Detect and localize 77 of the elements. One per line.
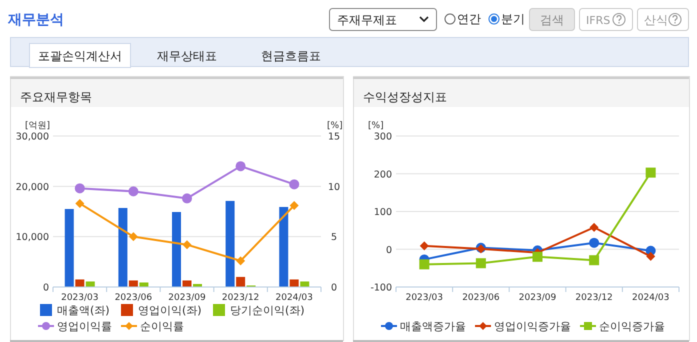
- bar: [182, 280, 192, 287]
- y-tick-label: 0: [42, 282, 49, 294]
- bar: [64, 208, 74, 287]
- bar: [290, 279, 299, 287]
- y-axis-title: [억원]: [25, 121, 50, 131]
- point: [75, 198, 84, 208]
- bar: [172, 212, 181, 287]
- bar: [128, 280, 138, 287]
- x-tick-label: 2023/09: [168, 293, 206, 303]
- text: 포괄손익계산서: [38, 49, 122, 63]
- x-tick-label: 2023/12: [222, 293, 260, 303]
- x-tick-label: 2023/06: [114, 293, 152, 303]
- point: [476, 258, 486, 268]
- y-tick-label: 20,000: [16, 182, 49, 193]
- point: [590, 222, 599, 232]
- y2-tick-label: 10: [328, 182, 340, 193]
- bar: [236, 276, 246, 287]
- x-tick-label: 2023/09: [518, 293, 556, 303]
- legend-label: 영업이익률: [57, 320, 112, 333]
- y2-tick-label: 15: [328, 132, 340, 142]
- point: [419, 259, 430, 270]
- x-tick-label: 2023/12: [575, 293, 613, 303]
- point: [589, 238, 600, 248]
- text: 현금흐름표: [261, 49, 321, 63]
- text: 연간: [457, 12, 481, 26]
- x-tick-label: 2023/03: [406, 293, 443, 303]
- legend-label: 순이익증가율: [599, 320, 665, 333]
- text: 재무분석: [7, 12, 64, 28]
- point: [589, 255, 600, 266]
- point: [182, 193, 192, 204]
- text: 분기: [501, 12, 525, 26]
- bar: [279, 206, 288, 287]
- legend-label: 순이익률: [140, 320, 184, 333]
- y-tick-label: -100: [370, 282, 392, 294]
- bar: [86, 281, 95, 287]
- point: [420, 241, 429, 250]
- legend-label: 매출액(좌): [57, 304, 110, 317]
- bar: [75, 279, 84, 287]
- chart-title: 주요재무항목: [20, 90, 92, 104]
- point: [646, 252, 656, 261]
- point: [646, 168, 656, 178]
- text: 재무상태표: [157, 49, 217, 63]
- point: [74, 183, 85, 194]
- bar: [226, 200, 235, 287]
- point: [128, 232, 138, 242]
- point: [236, 161, 246, 172]
- y-tick-label: 0: [386, 244, 392, 256]
- y-tick-label: 100: [374, 207, 392, 218]
- y-axis-title: [%]: [368, 121, 384, 131]
- x-tick-label: 2024/03: [276, 293, 313, 303]
- x-tick-label: 2023/03: [61, 293, 98, 303]
- x-tick-label: 2023/06: [462, 293, 500, 303]
- legend-label: 영업이익(좌): [138, 304, 202, 317]
- text: 주재무제표: [337, 13, 397, 27]
- chart-title: 수익성장성지표: [363, 90, 447, 104]
- text: 검색: [540, 13, 564, 27]
- y2-tick-label: 5: [330, 232, 338, 244]
- legend-label: 매출액증가율: [400, 320, 466, 333]
- text: IFRS: [586, 14, 610, 27]
- bar: [300, 281, 310, 287]
- y2-axis-title: [%]: [327, 121, 343, 131]
- point: [128, 186, 138, 196]
- y-tick-label: 10,000: [16, 232, 49, 244]
- point: [236, 256, 246, 266]
- y2-tick-label: 0: [330, 282, 338, 294]
- text: 산식: [644, 13, 668, 27]
- y-tick-label: 300: [374, 132, 392, 142]
- y-tick-label: 30,000: [16, 132, 49, 142]
- x-tick-label: 2024/03: [632, 293, 670, 303]
- y-tick-label: 200: [374, 169, 392, 180]
- point: [182, 240, 192, 250]
- legend-label: 당기순이익(좌): [230, 304, 305, 317]
- point: [290, 200, 299, 210]
- bar: [118, 208, 128, 287]
- point: [289, 179, 300, 190]
- point: [532, 252, 542, 262]
- legend-label: 영업이익증가율: [494, 320, 571, 333]
